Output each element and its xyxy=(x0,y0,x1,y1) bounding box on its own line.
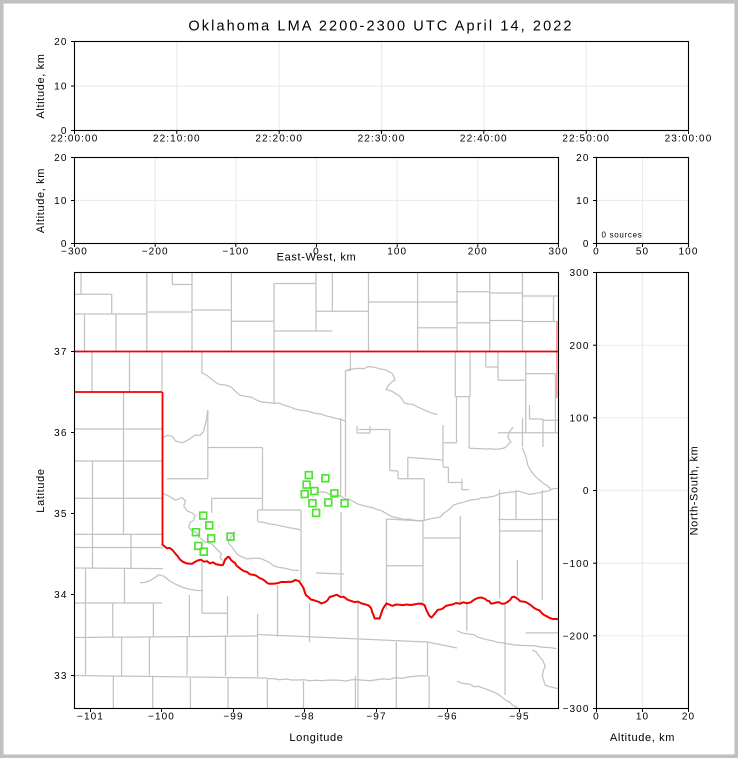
svg-text:100: 100 xyxy=(387,247,407,258)
svg-text:10: 10 xyxy=(54,82,67,93)
svg-text:North-South, km: North-South, km xyxy=(689,446,701,536)
svg-text:36: 36 xyxy=(54,428,67,439)
svg-text:22:20:00: 22:20:00 xyxy=(255,134,303,145)
svg-text:−100: −100 xyxy=(563,559,590,570)
svg-text:20: 20 xyxy=(576,153,589,164)
svg-text:22:50:00: 22:50:00 xyxy=(562,134,610,145)
svg-text:Altitude, km: Altitude, km xyxy=(35,168,47,233)
svg-text:0: 0 xyxy=(583,239,590,250)
svg-text:−99: −99 xyxy=(223,712,243,723)
svg-text:300: 300 xyxy=(570,268,590,279)
svg-text:−100: −100 xyxy=(148,712,175,723)
svg-text:Longitude: Longitude xyxy=(289,732,343,744)
svg-text:−101: −101 xyxy=(77,712,104,723)
svg-text:200: 200 xyxy=(570,341,590,352)
svg-text:−300: −300 xyxy=(563,704,590,715)
svg-text:22:30:00: 22:30:00 xyxy=(358,134,406,145)
svg-text:22:00:00: 22:00:00 xyxy=(51,134,99,145)
svg-text:300: 300 xyxy=(549,247,569,258)
svg-text:−95: −95 xyxy=(509,712,529,723)
svg-text:0: 0 xyxy=(593,247,600,258)
svg-text:0: 0 xyxy=(583,486,590,497)
svg-text:East-West, km: East-West, km xyxy=(277,252,357,264)
svg-text:10: 10 xyxy=(54,196,67,207)
svg-text:100: 100 xyxy=(570,413,590,424)
svg-text:0 sources: 0 sources xyxy=(602,231,643,240)
svg-text:0: 0 xyxy=(61,239,68,250)
svg-text:−200: −200 xyxy=(563,631,590,642)
svg-text:0: 0 xyxy=(61,126,68,137)
svg-text:Latitude: Latitude xyxy=(35,468,47,512)
svg-text:−300: −300 xyxy=(61,247,88,258)
svg-text:−97: −97 xyxy=(366,712,386,723)
svg-text:10: 10 xyxy=(576,196,589,207)
svg-text:22:10:00: 22:10:00 xyxy=(153,134,201,145)
svg-text:20: 20 xyxy=(54,153,67,164)
svg-text:−200: −200 xyxy=(142,247,169,258)
svg-text:34: 34 xyxy=(54,590,67,601)
svg-text:0: 0 xyxy=(593,712,600,723)
svg-text:23:00:00: 23:00:00 xyxy=(665,134,713,145)
svg-text:−96: −96 xyxy=(437,712,457,723)
svg-text:Oklahoma LMA 2200-2300 UTC Apr: Oklahoma LMA 2200-2300 UTC April 14, 202… xyxy=(188,19,573,35)
svg-text:10: 10 xyxy=(636,712,649,723)
svg-text:200: 200 xyxy=(468,247,488,258)
svg-text:33: 33 xyxy=(54,671,67,682)
svg-text:−98: −98 xyxy=(294,712,314,723)
svg-text:50: 50 xyxy=(636,247,649,258)
svg-text:20: 20 xyxy=(54,37,67,48)
svg-text:−100: −100 xyxy=(222,247,249,258)
svg-text:100: 100 xyxy=(679,247,699,258)
svg-text:22:40:00: 22:40:00 xyxy=(460,134,508,145)
svg-text:35: 35 xyxy=(54,509,67,520)
svg-text:Altitude, km: Altitude, km xyxy=(35,53,47,118)
svg-text:37: 37 xyxy=(54,347,67,358)
svg-text:20: 20 xyxy=(682,712,695,723)
svg-text:0: 0 xyxy=(313,247,320,258)
svg-text:Altitude, km: Altitude, km xyxy=(610,732,675,744)
